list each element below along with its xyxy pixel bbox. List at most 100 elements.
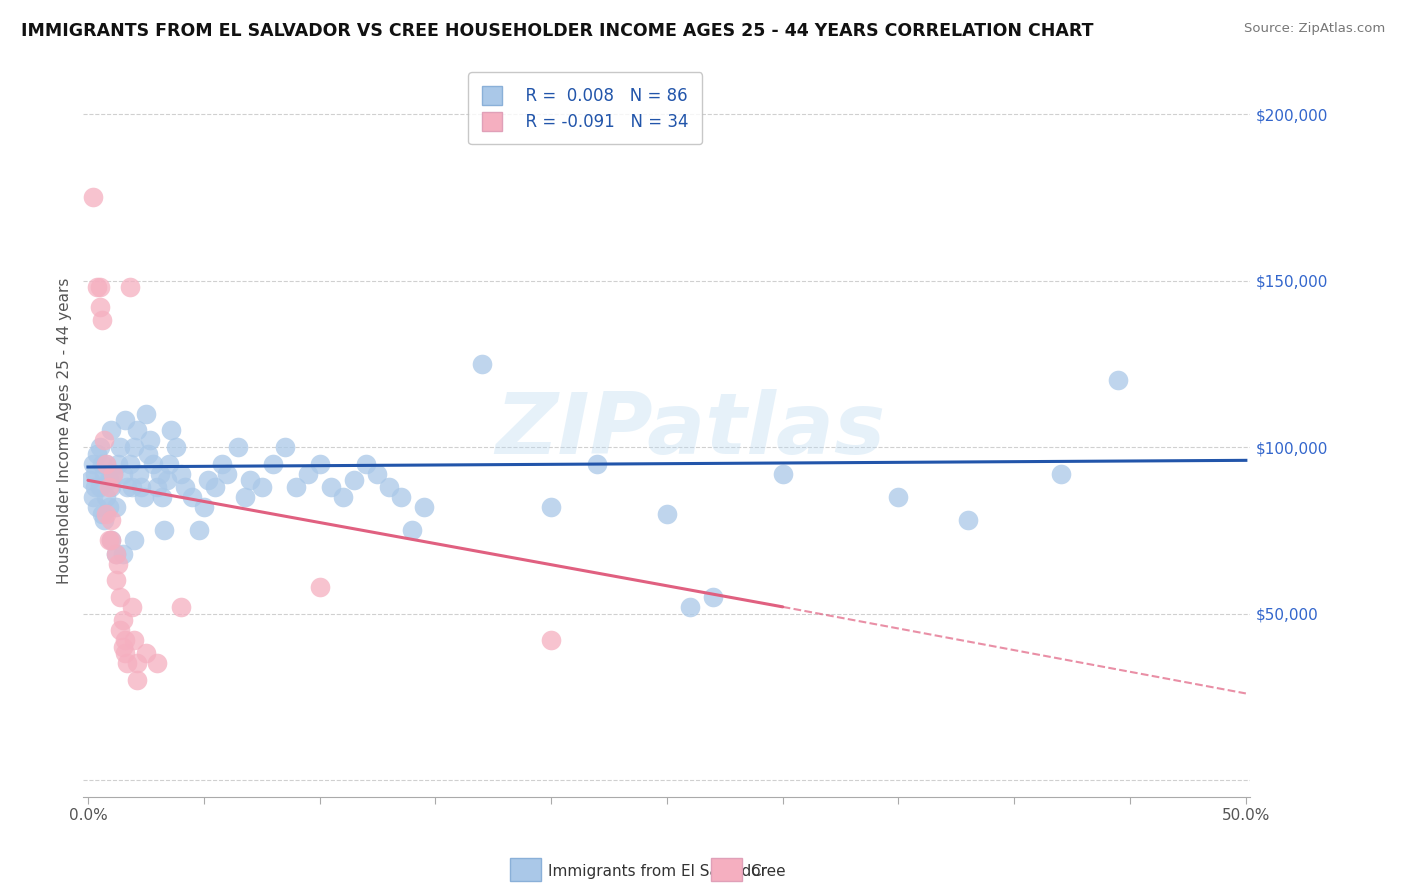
Point <box>100 533 122 548</box>
Point <box>540 633 562 648</box>
Point <box>679 599 702 614</box>
Point <box>96 457 118 471</box>
Legend:   R =  0.008   N = 86,   R = -0.091   N = 34: R = 0.008 N = 86, R = -0.091 N = 34 <box>468 72 702 145</box>
Point <box>139 434 162 448</box>
Point <box>149 467 172 481</box>
Point <box>165 440 187 454</box>
Point <box>114 413 136 427</box>
Point <box>135 647 157 661</box>
Point <box>104 573 127 587</box>
Point <box>118 457 141 471</box>
Point <box>122 533 145 548</box>
Point <box>262 457 284 471</box>
Point <box>354 457 377 471</box>
Point <box>89 480 111 494</box>
Point <box>169 599 191 614</box>
Point <box>146 657 169 671</box>
Point <box>111 467 134 481</box>
Point <box>96 507 118 521</box>
Point <box>401 523 423 537</box>
Point <box>146 480 169 494</box>
Point <box>193 500 215 514</box>
Point <box>100 533 122 548</box>
Point <box>319 480 342 494</box>
Point <box>100 423 122 437</box>
Point <box>343 473 366 487</box>
Point <box>702 590 724 604</box>
Point <box>104 500 127 514</box>
Point <box>378 480 401 494</box>
Point <box>297 467 319 481</box>
Point <box>86 500 108 514</box>
Point <box>110 623 132 637</box>
Point <box>111 640 134 654</box>
Point <box>97 480 120 494</box>
Point <box>655 507 678 521</box>
Point <box>125 657 148 671</box>
Point <box>86 447 108 461</box>
Point <box>96 490 118 504</box>
Point <box>135 407 157 421</box>
Point <box>366 467 388 481</box>
Point <box>887 490 910 504</box>
Point <box>169 467 191 481</box>
Point <box>90 457 112 471</box>
Point <box>89 280 111 294</box>
Point <box>211 457 233 471</box>
Point <box>125 673 148 687</box>
Point <box>79 473 101 487</box>
Point <box>82 190 104 204</box>
Point <box>160 423 183 437</box>
Point <box>121 599 143 614</box>
Point <box>114 647 136 661</box>
Text: Immigrants from El Salvador: Immigrants from El Salvador <box>548 864 768 879</box>
Point <box>956 513 979 527</box>
Point <box>142 457 165 471</box>
Point <box>118 280 141 294</box>
Point <box>90 507 112 521</box>
Point <box>174 480 197 494</box>
Point <box>93 513 115 527</box>
Text: ZIPatlas: ZIPatlas <box>495 389 886 472</box>
Point <box>83 480 105 494</box>
Point <box>188 523 211 537</box>
Point <box>86 280 108 294</box>
Point <box>122 440 145 454</box>
Point <box>1108 373 1130 387</box>
Point <box>110 440 132 454</box>
Point <box>586 457 609 471</box>
Text: IMMIGRANTS FROM EL SALVADOR VS CREE HOUSEHOLDER INCOME AGES 25 - 44 YEARS CORREL: IMMIGRANTS FROM EL SALVADOR VS CREE HOUS… <box>21 22 1094 40</box>
Point <box>150 490 173 504</box>
Point <box>128 467 150 481</box>
Point <box>103 467 125 481</box>
Point <box>332 490 354 504</box>
Point <box>82 457 104 471</box>
Point <box>100 513 122 527</box>
Point <box>308 457 330 471</box>
Point <box>156 473 179 487</box>
Point <box>96 457 118 471</box>
Point <box>104 547 127 561</box>
Point <box>90 313 112 327</box>
Point <box>129 480 152 494</box>
Point <box>125 423 148 437</box>
Point <box>82 490 104 504</box>
Point <box>772 467 794 481</box>
Point <box>83 467 105 481</box>
Point <box>104 547 127 561</box>
Point <box>285 480 308 494</box>
Y-axis label: Householder Income Ages 25 - 44 years: Householder Income Ages 25 - 44 years <box>58 277 72 583</box>
Point <box>89 440 111 454</box>
Point <box>132 490 155 504</box>
Point <box>250 480 273 494</box>
Point <box>1049 467 1071 481</box>
Point <box>235 490 257 504</box>
Point <box>114 633 136 648</box>
Point <box>100 480 122 494</box>
Point <box>107 557 129 571</box>
Point <box>97 500 120 514</box>
Text: Cree: Cree <box>751 864 786 879</box>
Point <box>239 473 262 487</box>
Point <box>103 467 125 481</box>
Point <box>107 457 129 471</box>
